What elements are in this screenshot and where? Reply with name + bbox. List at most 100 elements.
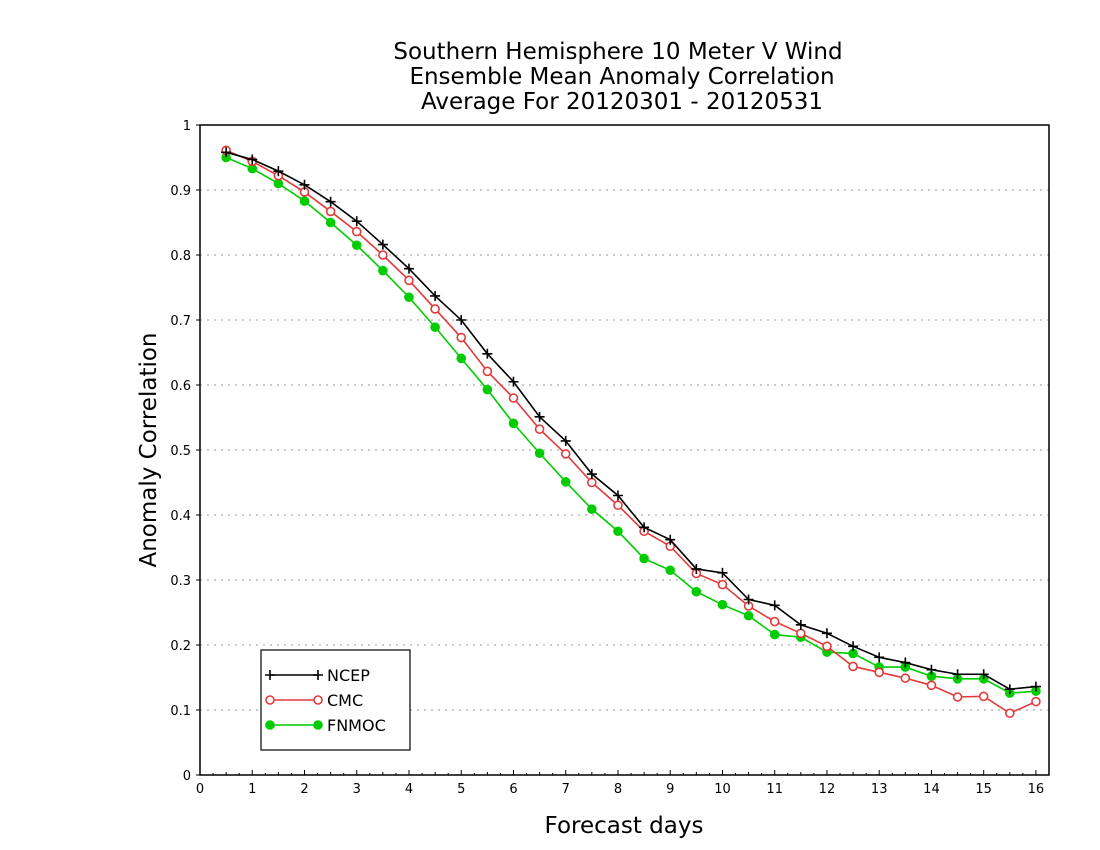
x-axis-title: Forecast days <box>545 813 704 839</box>
series-cmc <box>221 145 1041 719</box>
y-tick-label: 0.6 <box>170 379 191 394</box>
point-fnmoc <box>665 565 676 576</box>
point-ncep <box>795 619 806 630</box>
point-cmc <box>508 393 519 403</box>
point-fnmoc <box>351 240 362 251</box>
x-tick-label: 16 <box>1028 782 1045 797</box>
chart-title: Southern Hemisphere 10 Meter V Wind Ense… <box>393 39 842 115</box>
y-tick-label: 0 <box>183 769 191 784</box>
series-line-ncep <box>225 151 1037 691</box>
point-ncep <box>351 216 362 227</box>
point-ncep <box>456 315 467 325</box>
legend-label-ncep: NCEP <box>327 666 370 685</box>
chart-title-line-3: Average For 20120301 - 20120531 <box>421 89 823 115</box>
point-ncep <box>1004 684 1015 695</box>
point-cmc <box>378 250 388 260</box>
x-tick-label: 8 <box>614 782 622 797</box>
point-fnmoc <box>482 384 493 395</box>
legend-marker-fnmoc <box>265 720 275 730</box>
point-cmc <box>900 673 911 683</box>
point-ncep <box>325 196 336 207</box>
point-cmc <box>822 641 832 652</box>
point-cmc <box>404 275 414 286</box>
legend-marker-ncep <box>313 670 323 680</box>
point-cmc <box>351 226 362 237</box>
point-ncep <box>534 411 545 422</box>
series-fnmoc <box>221 152 1041 698</box>
y-tick-label: 0.9 <box>170 184 191 199</box>
legend-label-fnmoc: FNMOC <box>327 716 386 735</box>
point-ncep <box>926 664 937 675</box>
x-tick-label: 6 <box>509 782 517 797</box>
x-tick-label: 1 <box>248 782 256 797</box>
point-ncep <box>612 490 623 501</box>
x-tick-label: 14 <box>923 782 940 797</box>
point-fnmoc <box>639 553 649 564</box>
legend-marker-fnmoc <box>313 720 323 730</box>
point-cmc <box>796 628 806 639</box>
chart-title-line-1: Southern Hemisphere 10 Meter V Wind <box>393 39 842 65</box>
point-fnmoc <box>717 599 728 610</box>
y-tick-label: 0.7 <box>170 314 191 329</box>
point-fnmoc <box>404 292 414 303</box>
point-ncep <box>1030 681 1041 692</box>
point-cmc <box>1005 708 1015 719</box>
y-tick-label: 1 <box>183 119 191 134</box>
point-ncep <box>299 179 310 190</box>
point-fnmoc <box>299 196 310 206</box>
x-tick-label: 11 <box>766 782 783 797</box>
point-ncep <box>821 628 832 639</box>
point-cmc <box>325 206 336 217</box>
y-tick-label: 0.4 <box>170 509 191 524</box>
point-ncep <box>508 376 519 387</box>
point-ncep <box>377 239 388 250</box>
point-cmc <box>560 449 571 459</box>
series-line-cmc <box>225 149 1037 715</box>
y-tick-label: 0.1 <box>170 704 191 719</box>
point-cmc <box>482 366 493 377</box>
point-cmc <box>430 304 440 314</box>
point-fnmoc <box>691 586 702 597</box>
x-tick-label: 15 <box>975 782 992 797</box>
y-tick-label: 0.8 <box>170 249 191 264</box>
point-ncep <box>586 469 597 480</box>
point-cmc <box>874 667 885 678</box>
point-ncep <box>665 534 676 545</box>
x-tick-label: 5 <box>457 782 465 797</box>
point-fnmoc <box>769 629 780 640</box>
chart-title-line-2: Ensemble Mean Anomaly Correlation <box>409 64 834 90</box>
series-ncep <box>221 147 1041 695</box>
point-cmc <box>534 424 545 435</box>
x-tick-label: 2 <box>300 782 308 797</box>
x-tick-label: 3 <box>353 782 361 797</box>
point-cmc <box>952 692 963 702</box>
point-cmc <box>587 477 597 488</box>
point-cmc <box>1031 696 1041 707</box>
point-fnmoc <box>378 265 388 276</box>
point-ncep <box>900 657 911 668</box>
legend-marker-cmc <box>313 695 323 705</box>
point-ncep <box>769 600 780 611</box>
y-tick-label: 0.5 <box>170 444 191 459</box>
gridlines <box>200 189 1049 711</box>
legend: NCEP CMC FNMOC <box>260 649 411 751</box>
series-line-fnmoc <box>225 156 1036 694</box>
point-cmc <box>456 332 467 343</box>
point-fnmoc <box>613 526 623 537</box>
x-tick-label: 4 <box>405 782 413 797</box>
point-ncep <box>952 669 963 680</box>
point-cmc <box>717 579 728 590</box>
point-ncep <box>717 567 728 578</box>
point-ncep <box>482 348 493 359</box>
point-cmc <box>926 680 937 691</box>
point-ncep <box>639 522 650 533</box>
legend-label-cmc: CMC <box>327 691 363 710</box>
point-ncep <box>273 166 284 177</box>
point-fnmoc <box>743 610 754 621</box>
legend-item-cmc: CMC <box>265 691 363 710</box>
legend-item-ncep: NCEP <box>265 666 370 685</box>
point-ncep <box>221 147 232 158</box>
point-cmc <box>848 661 858 672</box>
point-cmc <box>978 691 989 702</box>
